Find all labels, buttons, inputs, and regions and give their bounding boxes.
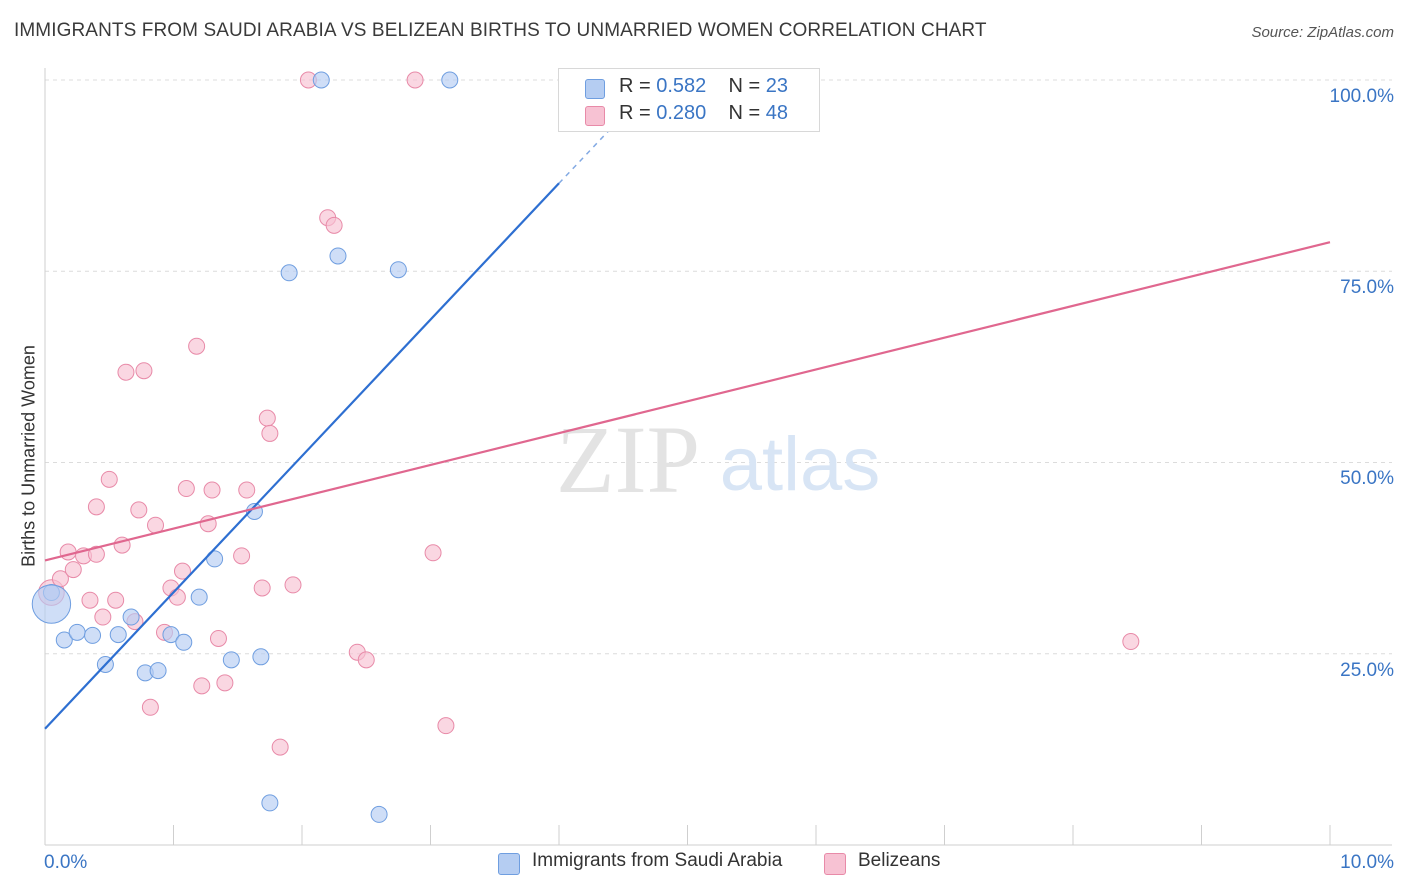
legend-n-value: 48 xyxy=(765,102,789,124)
data-point-belizeans xyxy=(168,588,186,606)
data-point-belizeans xyxy=(238,481,256,499)
data-point-belizeans xyxy=(94,608,112,626)
data-point-saudi xyxy=(31,584,72,624)
data-point-belizeans xyxy=(406,71,424,89)
data-point-saudi xyxy=(222,651,240,669)
legend-label-belizeans: Belizeans xyxy=(858,850,941,871)
data-point-saudi xyxy=(55,631,73,649)
data-point-saudi xyxy=(122,608,140,626)
data-point-belizeans xyxy=(130,501,148,519)
x-tick-label: 0.0% xyxy=(44,852,88,873)
y-axis-label: Births to Unmarried Women xyxy=(18,345,39,567)
data-point-saudi xyxy=(389,261,407,279)
data-point-belizeans xyxy=(59,543,77,561)
data-point-belizeans xyxy=(177,480,195,498)
data-point-belizeans xyxy=(424,544,442,562)
trend-line-saudi xyxy=(44,182,560,730)
legend-n-label: N = xyxy=(728,102,761,124)
data-point-belizeans xyxy=(209,629,227,647)
legend-label-saudi: Immigrants from Saudi Arabia xyxy=(532,850,783,871)
data-point-belizeans xyxy=(233,547,251,565)
data-point-saudi xyxy=(261,794,279,812)
data-point-belizeans xyxy=(1122,633,1140,651)
data-point-belizeans xyxy=(117,363,135,381)
data-point-belizeans xyxy=(253,579,271,597)
y-tick-label: 100.0% xyxy=(1329,86,1394,107)
data-point-belizeans xyxy=(284,576,302,594)
trend-line-belizeans xyxy=(44,241,1331,562)
legend-swatch-pink xyxy=(824,853,846,875)
data-point-belizeans xyxy=(64,561,82,579)
x-tick-label: 10.0% xyxy=(1340,852,1394,873)
data-point-belizeans xyxy=(87,545,105,563)
data-point-saudi xyxy=(109,626,127,644)
correlation-legend: R = 0.582 N = 23 R = 0.280 N = 48 xyxy=(558,68,820,132)
data-point-saudi xyxy=(370,805,388,823)
data-point-saudi xyxy=(190,588,208,606)
data-point-belizeans xyxy=(81,591,99,609)
legend-r-value: 0.582 xyxy=(656,75,707,97)
data-point-saudi xyxy=(252,648,270,666)
legend-r-label: R = xyxy=(619,102,651,124)
watermark-zip: ZIP xyxy=(556,406,700,513)
legend-swatch-blue xyxy=(498,853,520,875)
data-point-belizeans xyxy=(203,481,221,499)
chart-title: IMMIGRANTS FROM SAUDI ARABIA VS BELIZEAN… xyxy=(14,20,987,41)
data-point-saudi xyxy=(329,247,347,265)
legend-n-value: 23 xyxy=(765,75,789,97)
data-point-saudi xyxy=(162,626,180,644)
data-point-belizeans xyxy=(216,674,234,692)
data-point-saudi xyxy=(149,662,167,680)
data-point-belizeans xyxy=(141,698,159,716)
data-point-saudi xyxy=(312,71,330,89)
axes xyxy=(44,68,1392,846)
data-point-saudi xyxy=(206,550,224,568)
data-point-belizeans xyxy=(107,591,125,609)
series-saudi-points xyxy=(31,71,459,823)
trend-lines xyxy=(44,128,1331,730)
data-point-belizeans xyxy=(325,216,343,234)
data-point-belizeans xyxy=(357,651,375,669)
data-point-saudi xyxy=(175,633,193,651)
data-point-saudi xyxy=(84,626,102,644)
data-point-saudi xyxy=(441,71,459,89)
data-point-belizeans xyxy=(261,424,279,442)
data-point-belizeans xyxy=(87,498,105,516)
data-point-saudi xyxy=(68,623,86,641)
data-point-belizeans xyxy=(188,337,206,355)
y-tick-label: 25.0% xyxy=(1340,660,1394,681)
legend-r-value: 0.280 xyxy=(656,102,707,124)
source-credit: Source: ZipAtlas.com xyxy=(1251,24,1394,41)
data-point-saudi xyxy=(280,264,298,282)
legend-swatch-pink xyxy=(585,106,605,126)
watermark-atlas: atlas xyxy=(720,422,881,507)
legend-n-label: N = xyxy=(728,75,761,97)
data-point-belizeans xyxy=(100,470,118,488)
y-tick-label: 50.0% xyxy=(1340,468,1394,489)
data-point-belizeans xyxy=(271,738,289,756)
y-tick-label: 75.0% xyxy=(1340,277,1394,298)
legend-r-label: R = xyxy=(619,75,651,97)
legend-swatch-blue xyxy=(585,79,605,99)
data-point-belizeans xyxy=(193,677,211,695)
data-point-belizeans xyxy=(173,562,191,580)
watermark: ZIP atlas xyxy=(556,406,880,513)
trend-line-saudi-extension xyxy=(558,128,611,184)
data-point-belizeans xyxy=(258,409,276,427)
gridlines xyxy=(45,79,1392,655)
data-point-belizeans xyxy=(437,717,455,735)
data-point-belizeans xyxy=(135,362,153,380)
